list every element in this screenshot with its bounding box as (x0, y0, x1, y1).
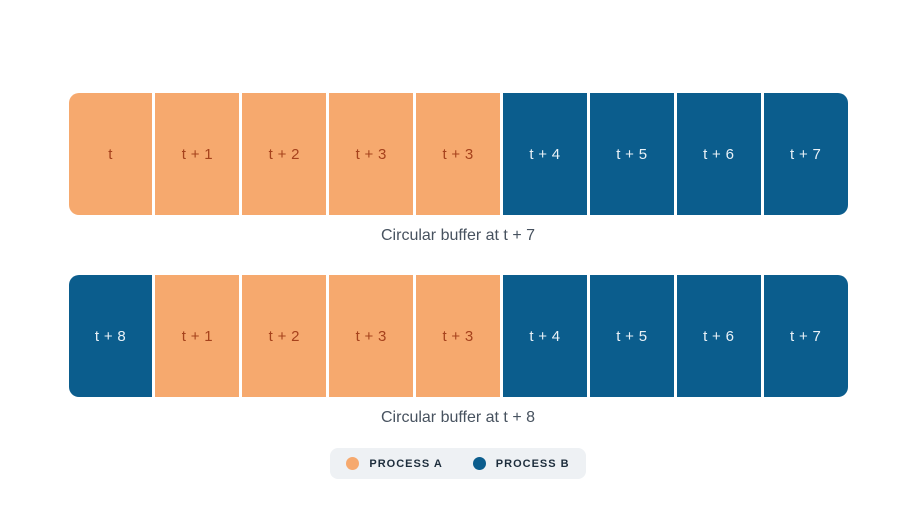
buffer-cell: t + 5 (589, 275, 674, 397)
legend-item-process-b: PROCESS B (472, 457, 570, 470)
buffer-cell: t + 2 (242, 93, 327, 215)
buffer-cell: t + 8 (68, 275, 153, 397)
buffer-cell: t + 7 (763, 93, 848, 215)
buffer-cell: t + 2 (242, 275, 327, 397)
legend-label: PROCESS B (495, 457, 570, 470)
buffer-cell: t + 3 (329, 275, 414, 397)
buffer-cell: t + 6 (676, 275, 761, 397)
buffer-cell: t + 3 (329, 93, 414, 215)
legend-item-process-a: PROCESS A (346, 457, 442, 470)
buffer-cell: t + 1 (155, 93, 240, 215)
buffer-caption: Circular buffer at t + 7 (381, 227, 535, 244)
buffer-cell: t (68, 93, 153, 215)
buffer-caption: Circular buffer at t + 8 (381, 409, 535, 426)
buffer-cell: t + 5 (589, 93, 674, 215)
buffer-cell: t + 4 (502, 275, 587, 397)
legend-label: PROCESS A (369, 457, 443, 470)
buffer-cell: t + 7 (763, 275, 848, 397)
process-a-swatch-icon (346, 457, 360, 470)
buffer-cell: t + 3 (416, 275, 500, 397)
buffer-cell: t + 1 (155, 275, 240, 397)
buffer-cell: t + 4 (502, 93, 587, 215)
buffer-cell: t + 6 (676, 93, 761, 215)
buffer-cell: t + 3 (416, 93, 500, 215)
process-b-swatch-icon (472, 457, 486, 470)
legend: PROCESS A PROCESS B (330, 448, 586, 479)
